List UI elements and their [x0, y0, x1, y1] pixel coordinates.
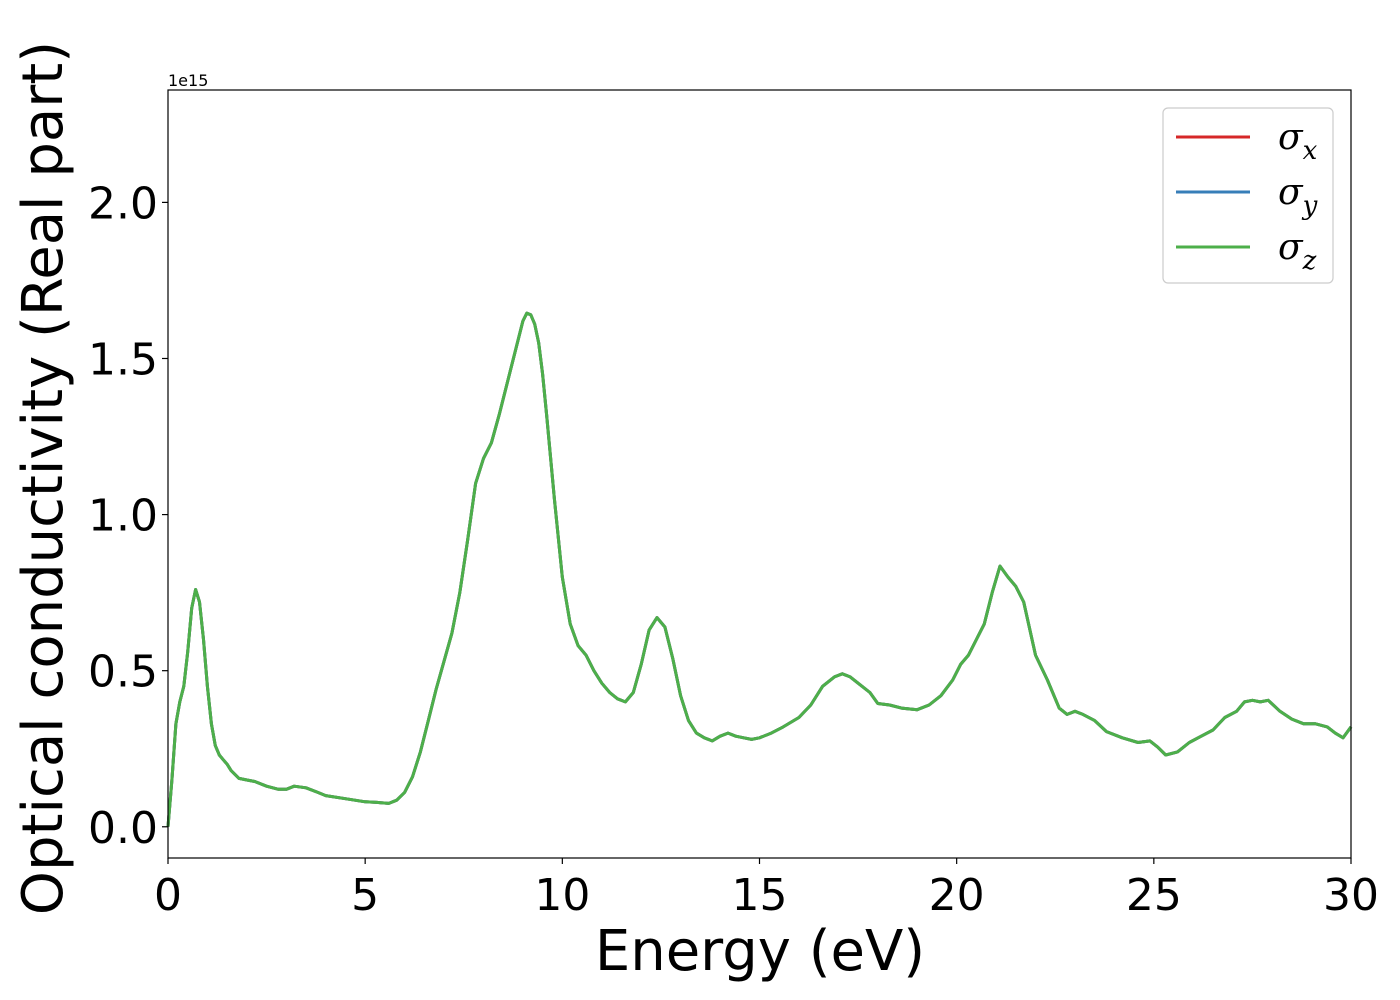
x-tick-label: 25: [1126, 870, 1182, 921]
legend-box: [1162, 107, 1334, 284]
y-tick-label: 0.5: [88, 647, 158, 698]
x-tick-label: 5: [351, 870, 379, 921]
legend-label: σx: [1278, 117, 1318, 166]
series-layer: [166, 311, 1353, 827]
x-tick-label: 15: [732, 870, 788, 921]
x-axis-title: Energy (eV): [595, 919, 925, 984]
x-tick-label: 30: [1323, 870, 1379, 921]
y-tick-label: 1.0: [88, 491, 158, 542]
x-axis-ticks: 0 5 10 15 20 25 30: [154, 858, 1379, 921]
y-axis-title: Optical conductivity (Real part): [11, 41, 76, 915]
y-tick-label: 0.0: [88, 803, 158, 854]
x-tick-label: 10: [534, 870, 590, 921]
y-axis-ticks: 0.0 0.5 1.0 1.5 2.0: [88, 178, 168, 854]
legend-label: σz: [1278, 227, 1317, 276]
series-line-3: [166, 311, 1353, 827]
legend: σx σy σz: [1162, 107, 1334, 284]
x-tick-label: 0: [154, 870, 182, 921]
y-tick-label: 2.0: [88, 178, 158, 229]
y-axis-offset-label: 1e15: [168, 71, 208, 90]
legend-label: σy: [1278, 172, 1318, 221]
y-tick-label: 1.5: [88, 334, 158, 385]
x-tick-label: 20: [929, 870, 985, 921]
